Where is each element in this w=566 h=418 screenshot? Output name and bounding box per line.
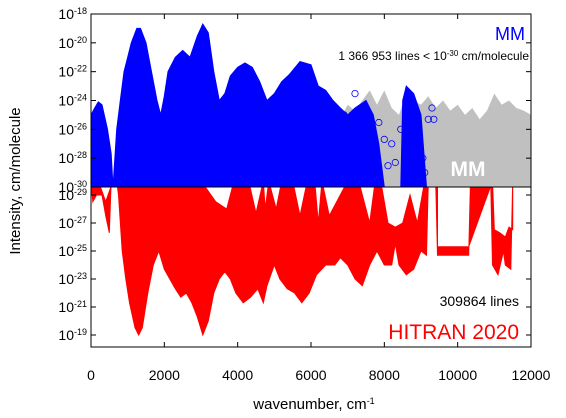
series-mm-point xyxy=(380,135,388,143)
y-tick-label-top-exp: -20 xyxy=(74,35,87,45)
top-watermark: MM xyxy=(451,158,486,181)
x-tick-label: 10000 xyxy=(438,367,477,383)
x-tick-label: 6000 xyxy=(295,367,326,383)
series-mm-point xyxy=(415,164,423,172)
series-mm-point xyxy=(421,169,429,177)
bottom-legend-label: HITRAN 2020 xyxy=(388,321,519,344)
y-tick-label-bottom-base: 10 xyxy=(58,327,74,343)
y-tick-label-bottom-base: 10 xyxy=(58,271,74,287)
series-mm-point xyxy=(402,150,410,158)
series-mm-point xyxy=(384,162,392,170)
y-tick-label-bottom-exp: -19 xyxy=(74,327,87,337)
y-tick-label-top: 10-30 xyxy=(58,179,87,195)
series-mm-point xyxy=(344,133,352,141)
series-mm-point xyxy=(366,121,374,129)
top-subtitle-post: cm/molecule xyxy=(458,49,529,63)
series-mm-point xyxy=(428,104,436,112)
x-axis-label-exp: -1 xyxy=(367,396,375,406)
x-tick-label: 12000 xyxy=(512,367,551,383)
y-tick-label-top-base: 10 xyxy=(58,121,74,137)
y-tick-label-top-base: 10 xyxy=(58,179,74,195)
y-tick-label-top-exp: -18 xyxy=(74,6,87,16)
top-subtitle: 1 366 953 lines < 10-30 cm/molecule xyxy=(338,49,529,64)
top-legend-label: MM xyxy=(495,24,525,44)
y-tick-label-top: 10-28 xyxy=(58,150,87,166)
y-tick-label-top-exp: -22 xyxy=(74,64,87,74)
y-tick-label-bottom-exp: -23 xyxy=(74,271,87,281)
series-hitran-area xyxy=(91,187,514,337)
series-mm-point xyxy=(397,125,405,133)
series-mm-point xyxy=(391,158,399,167)
y-tick-label-top-base: 10 xyxy=(58,35,74,51)
y-tick-label-top-exp: -24 xyxy=(74,93,87,103)
series-mm-point xyxy=(408,169,416,177)
y-tick-label-top: 10-22 xyxy=(58,64,87,80)
y-tick-label-top-base: 10 xyxy=(58,64,74,80)
series-mm-point xyxy=(351,90,359,98)
y-tick-label-bottom: 10-27 xyxy=(58,215,87,231)
bottom-count-label: 309864 lines xyxy=(440,293,519,309)
y-tick-label-bottom-base: 10 xyxy=(58,299,74,315)
series-mm-area xyxy=(91,23,428,187)
y-tick-label-bottom: 10-23 xyxy=(58,271,87,287)
series-mm-point xyxy=(419,154,427,162)
series-mm-point xyxy=(430,115,438,123)
y-tick-label-top-exp: -28 xyxy=(74,150,87,160)
x-tick-label: 0 xyxy=(87,367,95,383)
series-mm-point xyxy=(388,140,396,148)
x-tick-label: 8000 xyxy=(369,367,400,383)
series-mm-point xyxy=(340,111,348,119)
y-tick-label-bottom: 10-25 xyxy=(58,243,87,259)
series-mm-point xyxy=(347,121,355,129)
tick-group: 10-1810-2010-2210-2410-2610-2810-3010-29… xyxy=(58,6,550,383)
y-tick-label-bottom: 10-19 xyxy=(58,327,87,343)
y-tick-label-top: 10-26 xyxy=(58,121,87,137)
y-tick-label-top-base: 10 xyxy=(58,6,74,22)
y-tick-label-bottom-exp: -27 xyxy=(74,215,87,225)
y-tick-label-top-exp: -26 xyxy=(74,121,87,131)
series-mm-point xyxy=(349,158,357,167)
y-tick-label-top-base: 10 xyxy=(58,150,74,166)
x-tick-label: 4000 xyxy=(222,367,253,383)
y-tick-label-top: 10-20 xyxy=(58,35,87,51)
y-tick-label-bottom-exp: -29 xyxy=(74,187,87,197)
y-tick-label-top-base: 10 xyxy=(58,93,74,109)
series-mm-point xyxy=(358,164,366,172)
y-tick-label-bottom-base: 10 xyxy=(58,243,74,259)
series-mm-point xyxy=(373,160,381,168)
series-mm-point xyxy=(375,118,383,127)
bottom-panel-series xyxy=(91,187,514,337)
x-axis-label-pre: wavenumber, cm xyxy=(252,396,366,413)
y-tick-label-bottom-exp: -21 xyxy=(74,299,87,309)
series-mm-point xyxy=(424,115,432,123)
y-tick-label-bottom-exp: -25 xyxy=(74,243,87,253)
x-tick-label: 2000 xyxy=(149,367,180,383)
top-panel-series xyxy=(91,23,531,187)
series-mm-point xyxy=(345,154,354,162)
series-mm-point xyxy=(355,115,363,123)
top-subtitle-pre: 1 366 953 lines < 10 xyxy=(338,49,447,63)
series-mm-point xyxy=(362,147,370,155)
y-tick-label-bottom: 10-29 xyxy=(58,187,87,203)
y-tick-label-bottom-base: 10 xyxy=(58,187,74,203)
y-tick-label-top: 10-24 xyxy=(58,93,87,109)
y-tick-label-top: 10-18 xyxy=(58,6,87,22)
series-mm-point xyxy=(353,140,361,148)
series-mm-point xyxy=(369,154,377,162)
y-axis-label: Intensity, cm/molecule xyxy=(7,107,24,254)
x-axis-label: wavenumber, cm-1 xyxy=(252,396,374,413)
y-tick-label-bottom: 10-21 xyxy=(58,299,87,315)
series-mm-point xyxy=(411,144,420,152)
y-tick-label-top-exp: -30 xyxy=(74,179,87,189)
top-subtitle-exp: -30 xyxy=(447,49,459,58)
y-tick-label-bottom-base: 10 xyxy=(58,215,74,231)
